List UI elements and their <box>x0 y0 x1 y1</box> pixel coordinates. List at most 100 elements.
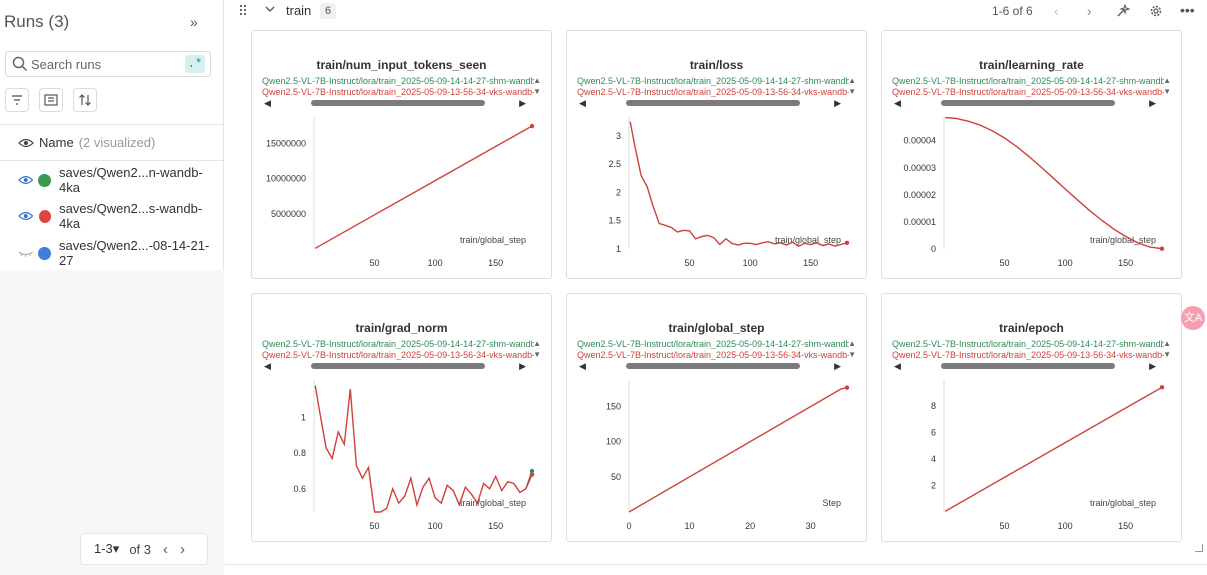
scroll-thumb[interactable] <box>626 100 800 106</box>
legend-scroll-down-icon[interactable]: ▼ <box>533 350 541 359</box>
search-box[interactable]: .* <box>5 51 211 77</box>
sort-button[interactable] <box>73 88 97 112</box>
legend-entry-red[interactable]: Qwen2.5-VL-7B-Instruct/lora/train_2025-0… <box>262 350 534 360</box>
legend-scroll-down-icon[interactable]: ▼ <box>1163 350 1171 359</box>
resize-handle[interactable] <box>1195 544 1203 552</box>
search-input[interactable] <box>31 55 181 73</box>
legend-entry-green[interactable]: Qwen2.5-VL-7B-Instruct/lora/train_2025-0… <box>262 76 534 86</box>
scroll-right-icon[interactable]: ▶ <box>519 98 526 108</box>
series-line[interactable] <box>314 385 533 513</box>
drag-handle-icon[interactable] <box>239 4 247 16</box>
chevron-down-icon[interactable] <box>265 5 275 13</box>
legend-scrollbar[interactable]: ◀ ▶ <box>264 98 526 108</box>
page-size-select[interactable]: 1-3▾ <box>94 541 120 556</box>
gear-icon[interactable] <box>1149 4 1163 18</box>
regex-toggle[interactable]: .* <box>185 55 205 73</box>
legend-scroll-up-icon[interactable]: ▲ <box>533 339 541 348</box>
scroll-left-icon[interactable]: ◀ <box>894 361 901 371</box>
series-end-point[interactable] <box>529 468 535 474</box>
legend-scrollbar[interactable]: ◀ ▶ <box>894 98 1156 108</box>
chart-panel[interactable]: train/learning_rate Qwen2.5-VL-7B-Instruc… <box>881 30 1182 279</box>
scroll-right-icon[interactable]: ▶ <box>834 98 841 108</box>
chevron-right-icon[interactable]: › <box>1087 3 1092 19</box>
scroll-left-icon[interactable]: ◀ <box>264 98 271 108</box>
scroll-left-icon[interactable]: ◀ <box>894 98 901 108</box>
series-line[interactable] <box>314 125 533 249</box>
chevron-left-icon[interactable]: ‹ <box>163 540 169 558</box>
chart-panel[interactable]: train/grad_norm Qwen2.5-VL-7B-Instruct/lo… <box>251 293 552 542</box>
legend-scrollbar[interactable]: ◀ ▶ <box>894 361 1156 371</box>
legend-scroll-up-icon[interactable]: ▲ <box>1163 76 1171 85</box>
series-line[interactable] <box>629 121 848 248</box>
chart-panel[interactable]: train/loss Qwen2.5-VL-7B-Instruct/lora/tr… <box>566 30 867 279</box>
legend-entry-red[interactable]: Qwen2.5-VL-7B-Instruct/lora/train_2025-0… <box>262 87 534 97</box>
legend-scrollbar[interactable]: ◀ ▶ <box>579 361 841 371</box>
legend-scroll-up-icon[interactable]: ▲ <box>848 339 856 348</box>
series-end-point[interactable] <box>1159 385 1165 390</box>
legend-scroll-up-icon[interactable]: ▲ <box>533 76 541 85</box>
chart-panel[interactable]: train/global_step Qwen2.5-VL-7B-Instruct/… <box>566 293 867 542</box>
legend-entry-red[interactable]: Qwen2.5-VL-7B-Instruct/lora/train_2025-0… <box>577 350 849 360</box>
series-line[interactable] <box>944 386 1163 512</box>
scroll-left-icon[interactable]: ◀ <box>264 361 271 371</box>
run-name[interactable]: saves/Qwen2...n-wandb-4ka <box>58 165 203 195</box>
eye-closed-icon[interactable] <box>18 248 33 258</box>
run-row[interactable]: saves/Qwen2...s-wandb-4ka <box>18 201 218 231</box>
legend-entry-green[interactable]: Qwen2.5-VL-7B-Instruct/lora/train_2025-0… <box>892 339 1164 349</box>
double-chevron-right-icon[interactable]: » <box>190 14 198 30</box>
legend-entry-red[interactable]: Qwen2.5-VL-7B-Instruct/lora/train_2025-0… <box>892 87 1164 97</box>
scroll-thumb[interactable] <box>311 100 485 106</box>
chevron-right-icon[interactable]: › <box>180 540 186 558</box>
chevron-left-icon[interactable]: ‹ <box>1054 3 1059 19</box>
scroll-left-icon[interactable]: ◀ <box>579 361 586 371</box>
scroll-right-icon[interactable]: ▶ <box>519 361 526 371</box>
legend-entry-green[interactable]: Qwen2.5-VL-7B-Instruct/lora/train_2025-0… <box>577 339 849 349</box>
chart-panel[interactable]: train/epoch Qwen2.5-VL-7B-Instruct/lora/t… <box>881 293 1182 542</box>
legend-scroll-down-icon[interactable]: ▼ <box>1163 87 1171 96</box>
legend-entry-red[interactable]: Qwen2.5-VL-7B-Instruct/lora/train_2025-0… <box>577 87 849 97</box>
run-color-dot[interactable] <box>38 209 52 223</box>
legend-scrollbar[interactable]: ◀ ▶ <box>264 361 526 371</box>
columns-button[interactable] <box>39 88 63 112</box>
scroll-left-icon[interactable]: ◀ <box>579 98 586 108</box>
scroll-thumb[interactable] <box>626 363 800 369</box>
more-icon[interactable]: ••• <box>1180 2 1195 18</box>
legend-entry-green[interactable]: Qwen2.5-VL-7B-Instruct/lora/train_2025-0… <box>892 76 1164 86</box>
scroll-thumb[interactable] <box>311 363 485 369</box>
run-row[interactable]: saves/Qwen2...n-wandb-4ka <box>18 165 218 195</box>
scroll-thumb[interactable] <box>941 100 1115 106</box>
legend-entry-red[interactable]: Qwen2.5-VL-7B-Instruct/lora/train_2025-0… <box>892 350 1164 360</box>
section-title[interactable]: train <box>286 3 312 18</box>
run-name[interactable]: saves/Qwen2...-08-14-21-27 <box>58 238 210 268</box>
series-line[interactable] <box>628 386 848 513</box>
scroll-right-icon[interactable]: ▶ <box>1149 361 1156 371</box>
legend-scrollbar[interactable]: ◀ ▶ <box>579 98 841 108</box>
eye-icon[interactable] <box>18 211 34 221</box>
series-line[interactable] <box>945 116 1163 250</box>
scroll-thumb[interactable] <box>941 363 1115 369</box>
run-row[interactable]: saves/Qwen2...-08-14-21-27 <box>18 238 218 268</box>
series-end-point[interactable] <box>529 472 535 477</box>
run-color-dot[interactable] <box>38 246 51 260</box>
run-color-dot[interactable] <box>38 173 51 187</box>
legend-scroll-down-icon[interactable]: ▼ <box>848 87 856 96</box>
legend-entry-green[interactable]: Qwen2.5-VL-7B-Instruct/lora/train_2025-0… <box>577 76 849 86</box>
series-end-point[interactable] <box>844 385 850 390</box>
legend-scroll-down-icon[interactable]: ▼ <box>533 87 541 96</box>
translate-icon[interactable]: 文A <box>1181 306 1205 330</box>
legend-scroll-up-icon[interactable]: ▲ <box>848 76 856 85</box>
magic-wand-icon[interactable] <box>1116 4 1130 18</box>
chart-panel[interactable]: train/num_input_tokens_seen Qwen2.5-VL-7B… <box>251 30 552 279</box>
eye-icon[interactable] <box>18 138 34 148</box>
scroll-right-icon[interactable]: ▶ <box>1149 98 1156 108</box>
name-column-header[interactable]: Name (2 visualized) <box>18 135 155 150</box>
run-name[interactable]: saves/Qwen2...s-wandb-4ka <box>59 201 203 231</box>
series-end-point[interactable] <box>1159 246 1165 251</box>
legend-entry-green[interactable]: Qwen2.5-VL-7B-Instruct/lora/train_2025-0… <box>262 339 534 349</box>
scroll-right-icon[interactable]: ▶ <box>834 361 841 371</box>
series-end-point[interactable] <box>844 240 850 245</box>
legend-scroll-down-icon[interactable]: ▼ <box>848 350 856 359</box>
filter-button[interactable] <box>5 88 29 112</box>
eye-icon[interactable] <box>18 175 34 185</box>
series-end-point[interactable] <box>529 123 535 129</box>
